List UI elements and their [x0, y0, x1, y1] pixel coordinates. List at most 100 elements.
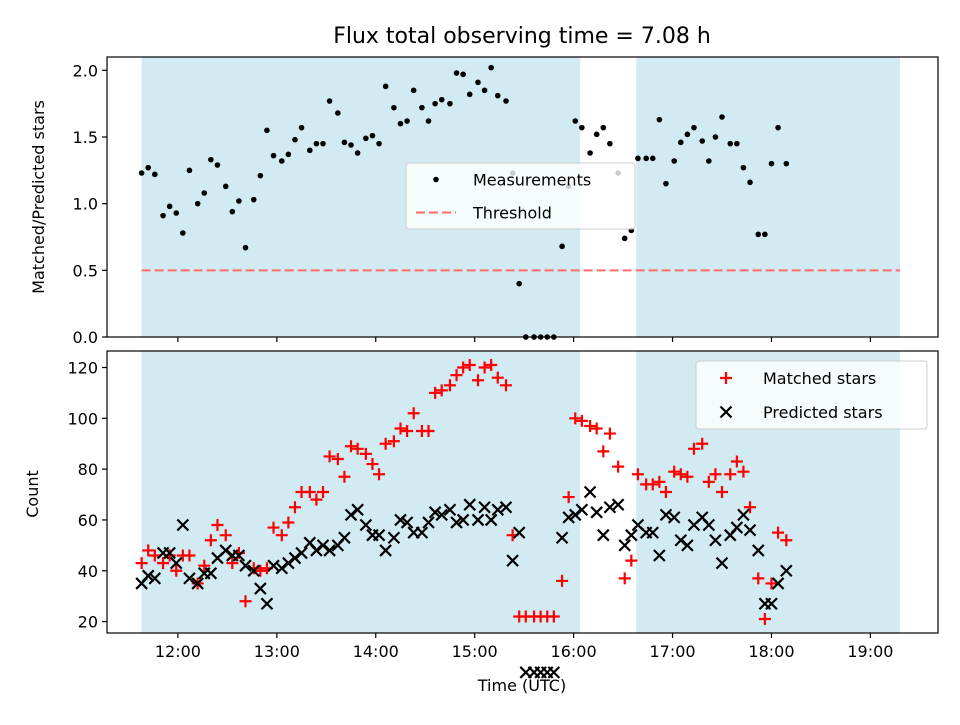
measurements-point	[229, 208, 236, 215]
matched-stars-point	[500, 379, 513, 392]
matched-stars-point	[709, 468, 722, 481]
predicted-stars-point	[141, 569, 155, 583]
predicted-stars-point	[590, 506, 603, 519]
matched-stars-point	[338, 470, 351, 483]
matched-stars-point	[198, 559, 211, 572]
predicted-stars-point	[267, 559, 280, 572]
x-tick-label: 18:00	[748, 642, 794, 661]
predicted-stars-point	[400, 516, 414, 529]
matched-stars-point	[142, 544, 155, 557]
matched-stars-point	[716, 486, 729, 498]
predicted-stars-point	[176, 518, 190, 532]
predicted-stars-point	[191, 577, 204, 590]
predicted-stars-point	[232, 549, 246, 562]
predicted-stars-point	[428, 506, 442, 519]
top-y-axis-label: Matched/Predicted stars	[29, 100, 48, 294]
matched-stars-point	[590, 422, 603, 435]
measurements-point	[354, 150, 361, 156]
predicted-stars-point	[506, 554, 519, 567]
tick-labels: 0.0 0.5 1.0 1.5 2.0 20 40 60 80 100 120 12:00 13:00 1…	[67, 61, 893, 661]
measurements-point	[466, 91, 473, 98]
measurements-point	[494, 92, 501, 99]
measurements-point	[145, 164, 152, 171]
predicted-stars-point	[163, 546, 176, 560]
matched-stars-point	[575, 414, 588, 427]
predicted-stars-point	[422, 516, 435, 529]
measurements-point	[755, 231, 762, 238]
x-axis-label: Time (UTC)	[477, 676, 566, 695]
predicted-stars-point	[169, 556, 183, 570]
matched-stars-point	[422, 425, 435, 438]
predicted-stars-point	[183, 572, 196, 585]
measurements-point	[587, 150, 593, 156]
measurements-point	[285, 151, 292, 158]
legend-matched-stars-marker	[720, 372, 732, 384]
measurements-point	[382, 83, 389, 90]
matched-stars-point	[681, 470, 694, 483]
measurements-point	[727, 140, 734, 147]
measurements-point	[768, 160, 775, 167]
predicted-stars-point	[625, 528, 638, 542]
measurements-point	[298, 124, 305, 131]
measurements-point	[663, 180, 669, 187]
measurements-point	[762, 231, 768, 238]
matched-stars-point	[211, 519, 224, 532]
predicted-stars-point	[611, 498, 625, 511]
measurements-point	[621, 235, 628, 242]
measurements-point	[775, 124, 781, 131]
matched-stars-point	[744, 501, 757, 514]
legends: Measurements Threshold Matched stars Predic…	[405, 162, 928, 430]
count-panel-frame	[106, 350, 939, 634]
predicted-stars-point	[583, 485, 597, 499]
measurements-point	[579, 124, 585, 131]
matched-stars-point	[674, 468, 687, 481]
matched-stars-point	[204, 534, 217, 547]
measurements-point	[410, 87, 417, 94]
matched-stars-point	[443, 379, 456, 392]
matched-stars-point	[597, 445, 610, 458]
matched-stars-point	[183, 549, 196, 562]
measurements-point	[607, 140, 613, 147]
measurements-point	[376, 140, 382, 147]
measurements-point	[166, 203, 173, 210]
measurements-point	[214, 162, 221, 168]
matched-stars-point	[653, 475, 666, 488]
predicted-stars-point	[653, 549, 666, 562]
measurements-point	[740, 164, 747, 171]
measurements-point	[503, 98, 509, 104]
legend-threshold-label: Threshold	[472, 204, 552, 223]
matched-stars-point	[387, 435, 400, 448]
measurements-point	[194, 200, 201, 207]
predicted-stars-point	[681, 539, 694, 552]
predicted-stars-point	[254, 582, 267, 595]
matched-stars-point	[379, 437, 392, 450]
measurements-point	[699, 138, 706, 144]
measurements-point	[593, 131, 600, 138]
predicted-stars-point	[603, 500, 617, 514]
matched-stars-point	[687, 442, 700, 455]
matched-stars-point	[547, 610, 560, 623]
predicted-stars-point	[575, 503, 589, 517]
measurements-point	[348, 142, 354, 148]
matched-stars-point	[758, 613, 771, 626]
measurements-point	[292, 136, 298, 143]
predicted-stars-point	[260, 597, 274, 611]
predicted-stars-point	[659, 508, 673, 522]
matched-stars-point	[316, 486, 329, 498]
matched-stars-point	[463, 358, 476, 371]
matched-stars-point	[331, 452, 344, 465]
matched-stars-point	[702, 475, 715, 488]
matched-stars-point	[556, 574, 569, 587]
predicted-stars-point	[239, 559, 252, 572]
predicted-stars-point	[765, 597, 778, 611]
predicted-stars-point	[463, 498, 477, 511]
ratio-panel-y-tick-label: 0.0	[73, 328, 98, 347]
x-tick-label: 13:00	[254, 642, 300, 661]
predicted-stars-point	[338, 531, 351, 545]
legend-measurements-marker	[433, 176, 439, 183]
measurements-point	[326, 98, 333, 104]
measurements-point	[684, 131, 691, 138]
matched-stars-point	[646, 478, 659, 491]
predicted-stars-point	[484, 513, 498, 527]
